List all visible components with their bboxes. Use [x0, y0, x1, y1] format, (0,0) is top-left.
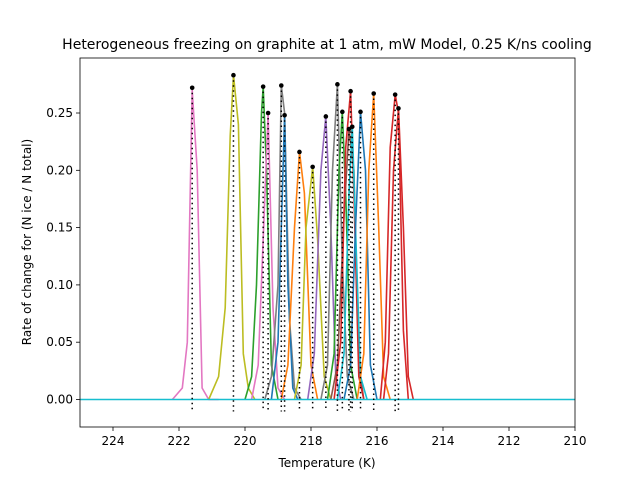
- x-tick-label: 224: [102, 434, 125, 448]
- x-axis-label: Temperature (K): [277, 456, 375, 470]
- peak-point-2: [231, 72, 236, 78]
- series-line-1: [171, 89, 219, 401]
- axes-frame: [79, 57, 576, 428]
- peak-point-7: [297, 149, 302, 155]
- peak-point-4: [265, 110, 271, 116]
- x-tick-label: 218: [300, 434, 323, 448]
- peak-markers: [189, 72, 401, 412]
- peak-point-18: [396, 106, 401, 111]
- y-axis-label: Rate of change for (N ice / N total): [20, 139, 34, 345]
- y-axis-ticks: 0.00 0.05 0.10 0.15 0.20 0.25: [46, 106, 80, 406]
- peak-point-5: [279, 83, 284, 88]
- y-tick-label: 0.05: [46, 335, 73, 349]
- peak-point-10: [335, 82, 340, 87]
- x-tick-label: 222: [168, 434, 191, 448]
- series-line-3: [244, 85, 279, 400]
- peak-point-16: [371, 91, 377, 96]
- y-tick-label: 0.00: [46, 392, 73, 406]
- peak-point-11: [340, 109, 345, 115]
- peak-point-15: [358, 109, 363, 115]
- series-line-5: [264, 84, 302, 400]
- peak-point-9: [323, 114, 329, 119]
- peak-point-17: [392, 92, 398, 97]
- x-tick-label: 212: [498, 434, 521, 448]
- x-tick-label: 220: [234, 434, 257, 448]
- chart-title: Heterogeneous freezing on graphite at 1 …: [62, 37, 592, 53]
- peak-point-13: [348, 88, 353, 94]
- peak-point-1: [189, 85, 195, 91]
- y-tick-label: 0.25: [46, 106, 73, 120]
- peak-point-12: [346, 126, 352, 132]
- y-tick-label: 0.15: [46, 221, 73, 235]
- y-tick-label: 0.20: [46, 163, 73, 177]
- x-tick-label: 216: [366, 434, 389, 448]
- y-tick-label: 0.10: [46, 278, 73, 292]
- peak-point-8: [310, 164, 315, 170]
- peak-point-3: [260, 84, 266, 89]
- peak-point-6: [282, 112, 287, 118]
- x-tick-label: 214: [432, 434, 455, 448]
- x-axis-ticks: 224 222 220 218 216 214 212 210: [102, 427, 587, 448]
- x-tick-label: 210: [564, 434, 587, 448]
- peak-point-14: [349, 124, 355, 130]
